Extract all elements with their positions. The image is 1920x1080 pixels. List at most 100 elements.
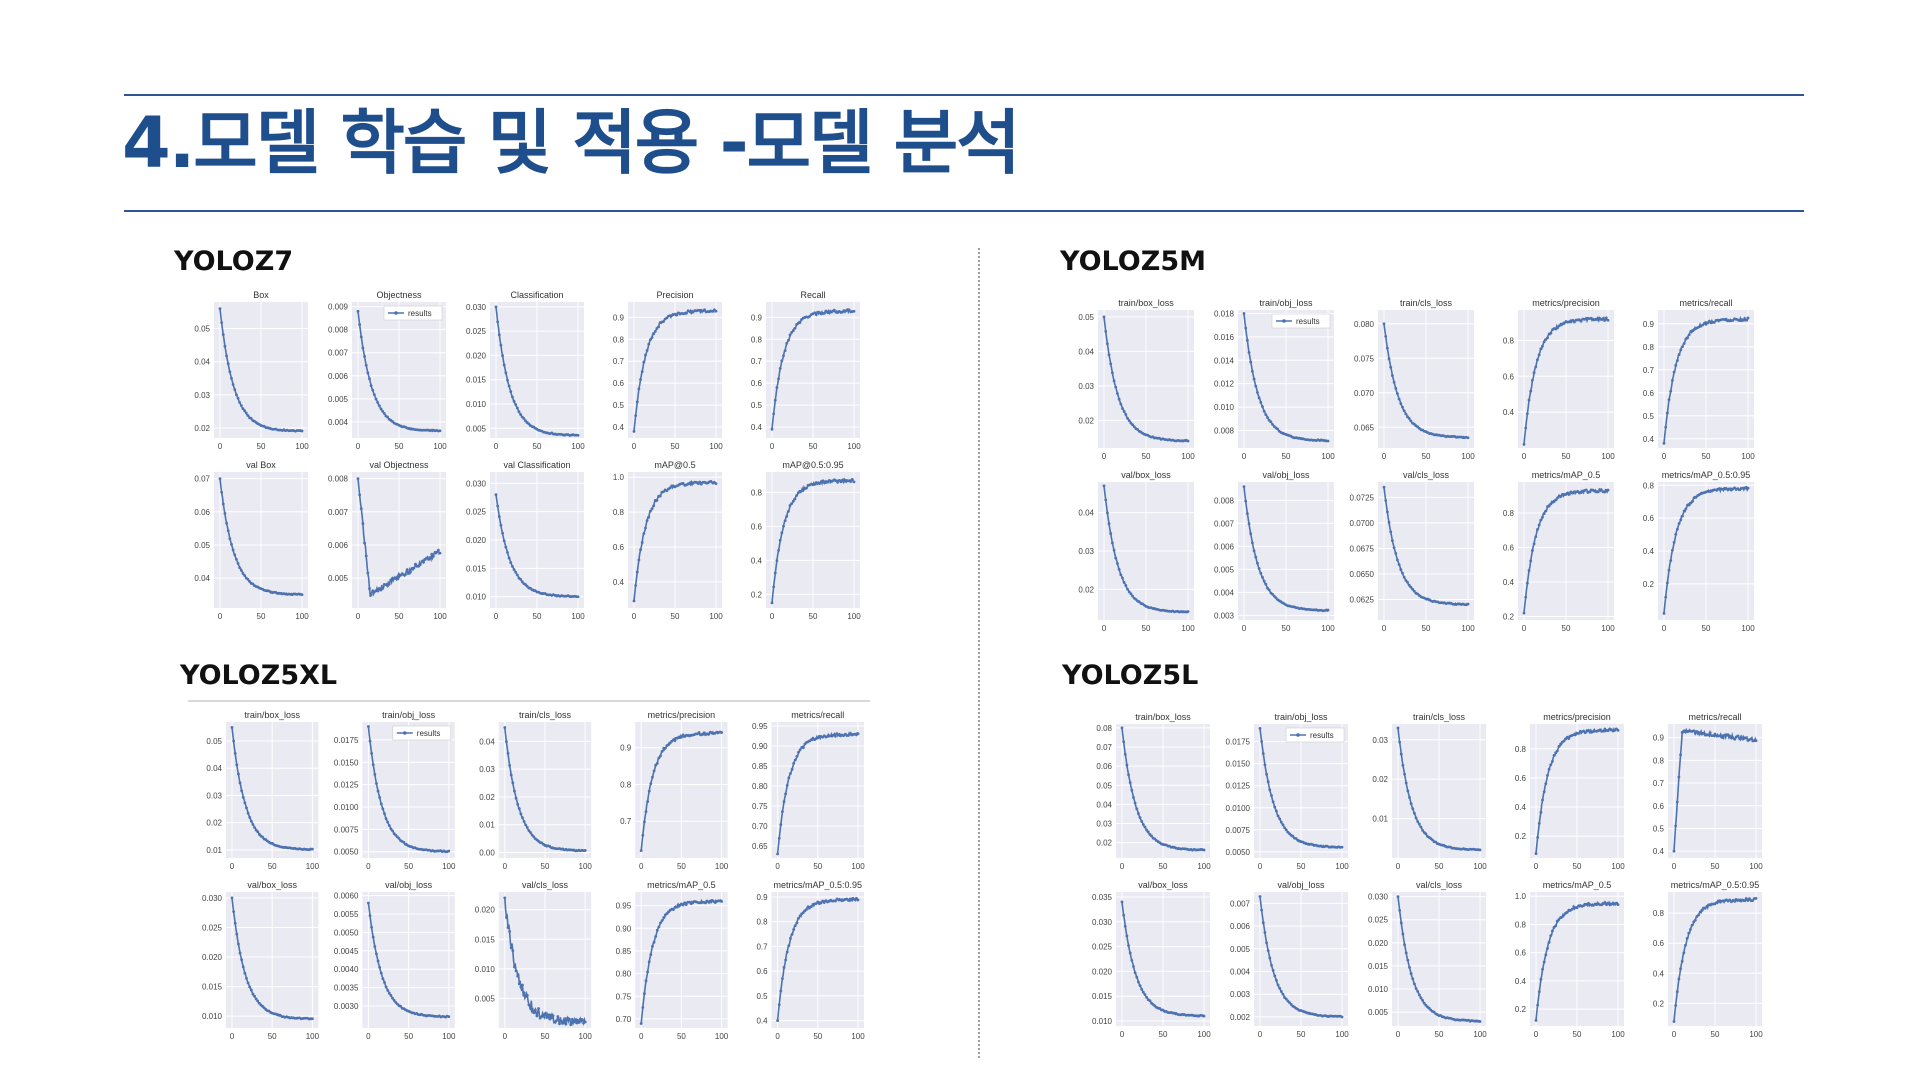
data-point [1541, 344, 1544, 348]
x-tick-label: 100 [1197, 862, 1211, 871]
data-point [379, 802, 383, 806]
subplot: train/obj_loss 0.018 0.016 0.014 0.012 0.010 0… [1214, 298, 1335, 461]
chart-grid-yoloz5xl: train/box_loss 0.05 0.04 0.03 0.02 0.01 0 50 100… [188, 706, 870, 1046]
data-point [1245, 338, 1249, 342]
group-label-yoloz5xl: YOLOZ5XL [180, 660, 338, 691]
data-point [1751, 899, 1755, 903]
data-point [564, 1022, 568, 1026]
data-point [1265, 941, 1268, 945]
data-point [506, 926, 510, 929]
x-tick-label: 100 [1611, 862, 1625, 871]
data-point [394, 833, 398, 837]
data-point [249, 819, 253, 823]
data-point [1404, 578, 1408, 582]
subplot-title: val/cls_loss [1416, 880, 1463, 890]
data-point [358, 323, 362, 326]
data-point [1284, 997, 1288, 1001]
data-point [243, 409, 246, 413]
data-point [409, 570, 412, 574]
data-point [1141, 990, 1145, 994]
data-point [527, 829, 531, 833]
y-tick-label: 0.95 [752, 722, 768, 731]
data-point [1559, 742, 1562, 746]
data-point [643, 820, 646, 824]
data-point [795, 755, 799, 758]
data-point [1690, 923, 1694, 927]
data-point [813, 311, 817, 315]
data-point [1422, 1001, 1426, 1005]
y-tick-label: 0.5 [751, 401, 763, 410]
x-tick-label: 50 [1562, 624, 1571, 633]
data-point [1733, 737, 1737, 741]
data-point [1404, 412, 1408, 416]
data-point [1601, 729, 1605, 733]
data-point [1382, 485, 1386, 489]
data-point [1579, 319, 1583, 323]
x-tick-label: 0 [1534, 1030, 1539, 1039]
legend-label: results [1310, 731, 1334, 740]
data-point [1279, 820, 1283, 824]
y-tick-label: 0.04 [1078, 509, 1094, 518]
x-tick-label: 0 [1102, 452, 1107, 461]
data-point [513, 789, 516, 793]
data-point [1407, 583, 1411, 587]
y-tick-label: 0.2 [1515, 1005, 1527, 1014]
y-tick-label: 0.05 [206, 737, 222, 746]
x-tick-label: 50 [1702, 452, 1711, 461]
x-tick-label: 0 [639, 1032, 644, 1041]
data-point [776, 1019, 779, 1022]
data-point [235, 557, 238, 561]
data-point [238, 781, 242, 785]
data-point [775, 386, 779, 389]
x-tick-label: 50 [1562, 452, 1571, 461]
y-tick-label: 0.075 [1354, 354, 1375, 363]
data-point [834, 734, 837, 738]
data-point [412, 566, 416, 570]
x-tick-label: 50 [257, 612, 266, 621]
subplot: metrics/mAP_0.5 0.95 0.90 0.85 0.80 0.75 0.70 0… [616, 880, 729, 1041]
subplot-title: val/obj_loss [1277, 880, 1325, 890]
data-point [1601, 317, 1605, 321]
data-point [237, 942, 240, 946]
subplot-title: val Classification [503, 460, 570, 470]
data-point [1662, 442, 1666, 445]
data-point [245, 806, 248, 810]
data-point [788, 504, 792, 507]
data-point [221, 502, 225, 506]
data-point [1583, 731, 1587, 735]
data-point [650, 336, 654, 339]
data-point [1542, 512, 1546, 515]
data-point [1263, 931, 1267, 934]
y-tick-label: 0.4 [1653, 847, 1665, 856]
data-point [784, 958, 788, 962]
data-point [238, 566, 242, 570]
data-point [1116, 392, 1119, 395]
data-point [1403, 772, 1406, 776]
x-tick-label: 50 [395, 612, 404, 621]
data-point [512, 399, 516, 403]
data-point [1687, 333, 1691, 337]
data-point [1202, 1014, 1206, 1018]
data-point [1554, 498, 1558, 502]
data-point [647, 960, 651, 964]
data-point [1261, 405, 1264, 408]
y-tick-label: 0.0035 [334, 984, 359, 993]
subplot: metrics/precision 0.8 0.6 0.4 0.2 0 50 100 [1515, 712, 1625, 871]
y-tick-label: 0.014 [1214, 356, 1235, 365]
x-tick-label: 0 [218, 612, 223, 621]
data-point [651, 944, 654, 948]
data-point [1741, 318, 1745, 322]
x-tick-label: 100 [1741, 452, 1755, 461]
y-tick-label: 0.9 [751, 313, 763, 322]
data-point [1408, 965, 1411, 969]
data-point [1417, 822, 1421, 826]
y-tick-label: 0.8 [613, 508, 625, 517]
data-point [505, 740, 508, 743]
y-tick-label: 0.8 [613, 335, 625, 344]
data-point [1283, 826, 1286, 830]
data-point [241, 795, 245, 799]
y-tick-label: 0.003 [1230, 990, 1251, 999]
data-point [1117, 567, 1121, 571]
y-tick-label: 0.0050 [334, 928, 359, 937]
y-tick-label: 0.9 [620, 744, 632, 753]
